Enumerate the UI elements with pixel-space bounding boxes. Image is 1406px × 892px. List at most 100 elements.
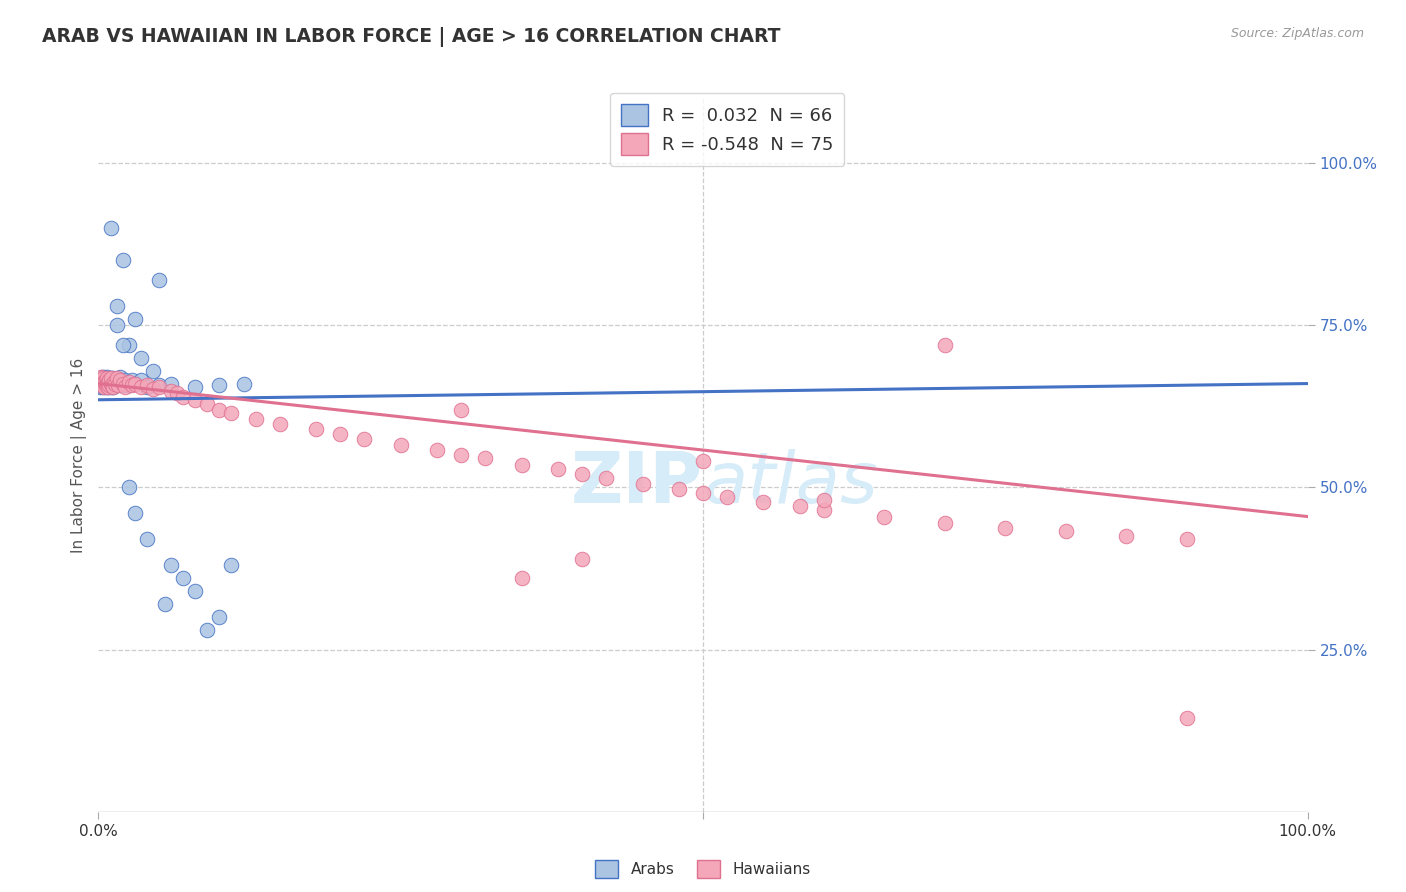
Point [98,377,121,392]
Point [93,376,115,391]
Point [100,373,122,387]
Point [124,376,146,391]
Point [195,623,218,637]
Point [111,337,134,351]
Point [101,380,124,394]
Point [160,384,183,399]
Point [692,485,714,500]
Point [124,311,146,326]
Point [100,376,122,391]
Point [91,380,114,394]
Point [108,373,131,387]
Point [118,337,141,351]
Point [135,377,157,392]
Point [100,220,122,235]
Point [329,427,352,442]
Point [153,597,176,611]
Point [94,373,117,387]
Text: ARAB VS HAWAIIAN IN LABOR FORCE | AGE > 16 CORRELATION CHART: ARAB VS HAWAIIAN IN LABOR FORCE | AGE > … [42,27,780,46]
Point [98,373,121,387]
Point [184,380,207,394]
Point [111,253,134,268]
Point [789,499,811,513]
Point [100,371,122,385]
Point [172,390,194,404]
Point [269,417,291,431]
Point [631,477,654,491]
Legend: Arabs, Hawaiians: Arabs, Hawaiians [589,854,817,884]
Point [1054,524,1077,539]
Point [166,386,188,401]
Point [90,376,112,391]
Point [100,380,122,394]
Point [100,377,122,392]
Point [111,377,134,392]
Point [118,480,141,494]
Text: atlas: atlas [703,449,877,518]
Point [813,493,835,508]
Point [547,462,569,476]
Point [195,397,218,411]
Point [104,377,127,392]
Point [114,373,136,387]
Point [96,377,118,392]
Point [305,422,328,436]
Point [91,376,114,390]
Legend: R =  0.032  N = 66, R = -0.548  N = 75: R = 0.032 N = 66, R = -0.548 N = 75 [610,93,845,166]
Point [994,520,1017,534]
Point [97,380,120,394]
Point [245,412,267,426]
Point [716,490,738,504]
Point [105,373,128,387]
Point [129,351,152,365]
Point [91,376,114,391]
Point [752,494,775,508]
Point [100,371,122,385]
Point [91,371,114,385]
Point [96,376,118,391]
Point [105,318,128,333]
Point [89,380,111,394]
Point [98,373,121,387]
Point [450,448,472,462]
Point [101,380,124,394]
Point [184,584,207,599]
Point [114,380,136,394]
Point [94,380,117,394]
Point [571,467,593,482]
Point [510,571,533,585]
Point [118,377,141,392]
Point [94,377,117,392]
Point [148,273,170,287]
Point [94,371,117,385]
Point [124,506,146,520]
Point [94,376,117,390]
Point [160,558,183,573]
Point [692,454,714,468]
Point [135,380,157,394]
Point [142,382,165,396]
Point [1175,533,1198,547]
Point [93,376,115,390]
Point [142,363,165,377]
Point [96,371,118,385]
Point [595,470,617,484]
Point [93,373,115,387]
Point [107,376,129,391]
Point [474,451,496,466]
Point [97,380,120,394]
Point [93,380,115,394]
Point [510,458,533,472]
Point [91,377,114,392]
Point [100,376,122,391]
Point [873,509,896,524]
Point [105,299,128,313]
Text: Source: ZipAtlas.com: Source: ZipAtlas.com [1230,27,1364,40]
Point [148,377,170,392]
Point [91,370,114,384]
Point [96,375,118,389]
Point [160,376,183,391]
Point [934,516,956,530]
Point [813,503,835,517]
Point [121,377,143,392]
